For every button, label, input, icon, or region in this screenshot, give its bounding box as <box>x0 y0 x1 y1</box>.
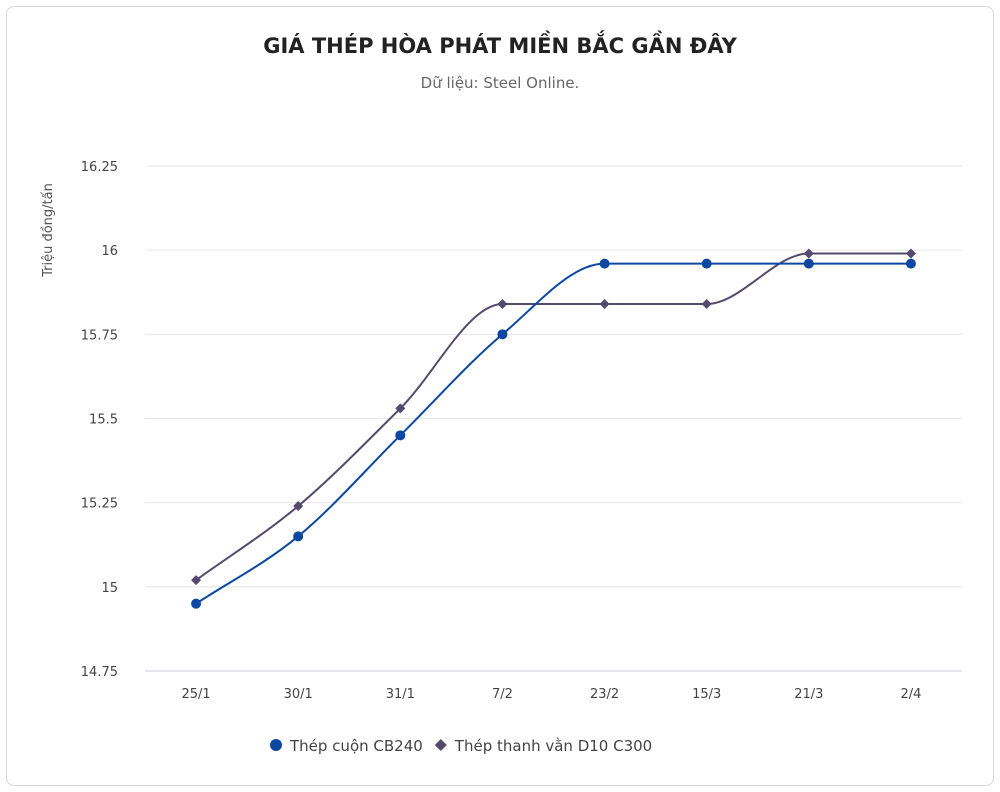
chart-container <box>6 6 994 786</box>
x-tick-label: 21/3 <box>794 687 823 702</box>
data-point-circle <box>803 258 814 269</box>
y-tick-label: 14.75 <box>81 665 118 680</box>
series-line <box>195 252 911 581</box>
y-tick-label: 15.5 <box>89 413 118 428</box>
chart-subtitle: Dữ liệu: Steel Online. <box>420 74 580 92</box>
data-point-diamond <box>395 403 406 414</box>
data-point-diamond <box>701 299 712 310</box>
x-tick-label: 30/1 <box>284 687 313 702</box>
x-tick-label: 25/1 <box>181 687 210 702</box>
data-point-diamond <box>191 575 202 586</box>
data-point-diamond <box>599 299 610 310</box>
data-point-circle <box>497 329 508 340</box>
data-point-circle <box>191 598 202 609</box>
x-tick-label: 31/1 <box>386 687 415 702</box>
legend-marker-diamond <box>434 739 447 751</box>
y-tick-label: 15 <box>101 581 118 596</box>
data-point-diamond <box>905 248 916 259</box>
y-tick-label: 15.25 <box>81 497 118 512</box>
data-point-diamond <box>293 501 304 512</box>
y-tick-label: 16 <box>101 244 118 259</box>
data-point-circle <box>395 430 406 441</box>
y-tick-label: 15.75 <box>81 328 118 343</box>
y-axis-label: Triệu đồng/tấn <box>41 183 56 278</box>
data-point-circle <box>293 531 304 542</box>
data-point-circle <box>905 258 916 269</box>
series-line <box>195 262 911 605</box>
x-tick-label: 15/3 <box>692 687 721 702</box>
data-point-diamond <box>497 299 508 310</box>
x-tick-label: 2/4 <box>900 687 921 702</box>
y-tick-label: 16.25 <box>81 160 118 175</box>
legend-label: Thép cuộn CB240 <box>289 737 423 755</box>
data-point-circle <box>599 258 610 269</box>
data-point-circle <box>701 258 712 269</box>
legend-marker-circle <box>270 739 282 751</box>
x-tick-label: 7/2 <box>492 687 513 702</box>
data-point-diamond <box>803 248 814 259</box>
x-tick-label: 23/2 <box>590 687 619 702</box>
chart-title: GIÁ THÉP HÒA PHÁT MIỀN BẮC GẦN ĐÂY <box>263 34 737 58</box>
legend-label: Thép thanh vằn D10 C300 <box>454 737 652 755</box>
